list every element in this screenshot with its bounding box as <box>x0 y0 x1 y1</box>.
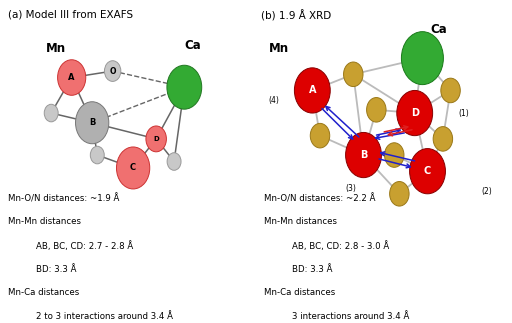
FancyArrowPatch shape <box>379 159 411 168</box>
Text: 2 to 3 interactions around 3.4 Å: 2 to 3 interactions around 3.4 Å <box>36 312 173 321</box>
Text: BD: 3.3 Å: BD: 3.3 Å <box>36 265 76 274</box>
Circle shape <box>167 153 181 170</box>
Text: B: B <box>89 118 95 127</box>
Text: (4): (4) <box>269 96 280 105</box>
Text: Mn-Mn distances: Mn-Mn distances <box>8 217 81 226</box>
Circle shape <box>146 126 166 152</box>
Text: Ca: Ca <box>184 39 201 52</box>
Circle shape <box>90 146 104 164</box>
Circle shape <box>44 104 58 122</box>
Text: B: B <box>360 150 367 160</box>
Text: C: C <box>424 166 431 176</box>
Text: C: C <box>130 163 136 172</box>
Text: (a) Model III from EXAFS: (a) Model III from EXAFS <box>8 10 133 20</box>
Circle shape <box>294 68 330 113</box>
FancyArrowPatch shape <box>376 133 404 139</box>
Circle shape <box>167 65 202 109</box>
Text: D: D <box>411 108 419 118</box>
Text: Mn-O/N distances: ~1.9 Å: Mn-O/N distances: ~1.9 Å <box>8 194 119 203</box>
FancyArrowPatch shape <box>384 126 408 132</box>
Circle shape <box>385 143 404 167</box>
FancyArrowPatch shape <box>322 109 353 139</box>
Circle shape <box>441 78 460 103</box>
Text: BD: 3.3 Å: BD: 3.3 Å <box>292 265 332 274</box>
Circle shape <box>433 127 453 151</box>
FancyArrowPatch shape <box>376 129 400 135</box>
Circle shape <box>344 62 363 87</box>
FancyArrowPatch shape <box>381 152 415 161</box>
Circle shape <box>76 102 109 144</box>
FancyArrowPatch shape <box>389 130 412 136</box>
Circle shape <box>410 149 445 194</box>
Circle shape <box>401 32 443 85</box>
Text: Mn: Mn <box>46 42 66 55</box>
Text: (b) 1.9 Å XRD: (b) 1.9 Å XRD <box>261 10 331 21</box>
Text: (1): (1) <box>458 109 469 118</box>
Text: A: A <box>69 73 75 82</box>
Text: Ca: Ca <box>430 23 447 36</box>
Circle shape <box>397 90 433 136</box>
Text: D: D <box>153 136 159 142</box>
Text: Mn: Mn <box>269 42 289 55</box>
Circle shape <box>390 182 409 206</box>
Text: AB, BC, CD: 2.7 - 2.8 Å: AB, BC, CD: 2.7 - 2.8 Å <box>36 241 133 251</box>
Circle shape <box>367 98 386 122</box>
Circle shape <box>104 61 121 81</box>
Circle shape <box>117 147 150 189</box>
Text: Mn-Ca distances: Mn-Ca distances <box>264 288 335 297</box>
Text: AB, BC, CD: 2.8 - 3.0 Å: AB, BC, CD: 2.8 - 3.0 Å <box>292 241 389 251</box>
Text: Mn-Ca distances: Mn-Ca distances <box>8 288 79 297</box>
Text: Mn-O/N distances: ~2.2 Å: Mn-O/N distances: ~2.2 Å <box>264 194 375 203</box>
Text: (2): (2) <box>481 187 492 196</box>
Circle shape <box>310 123 330 148</box>
Text: (3): (3) <box>346 183 356 193</box>
Text: O: O <box>110 67 116 76</box>
FancyArrowPatch shape <box>326 106 359 137</box>
Circle shape <box>346 132 381 178</box>
Text: 3 interactions around 3.4 Å: 3 interactions around 3.4 Å <box>292 312 409 321</box>
Text: A: A <box>309 86 316 95</box>
Circle shape <box>58 60 86 95</box>
Text: Mn-Mn distances: Mn-Mn distances <box>264 217 337 226</box>
